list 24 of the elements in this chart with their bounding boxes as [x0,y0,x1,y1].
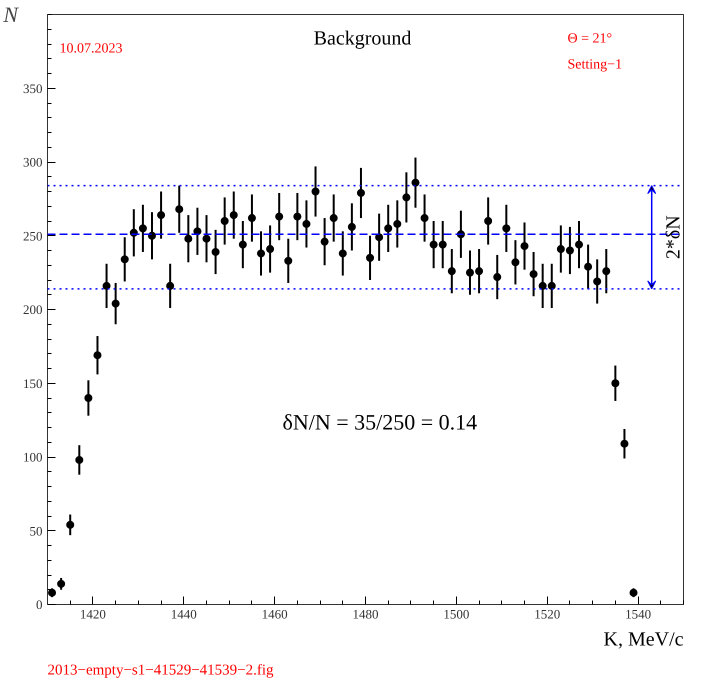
x-tick-label: 1540 [625,606,652,622]
annotation: Setting−1 [568,58,622,72]
x-tick-label: 1520 [534,606,560,622]
y-tick-label: 250 [23,228,42,244]
y-tick-label: 300 [23,154,42,170]
x-tick-label: 1460 [262,606,288,622]
y-tick-label: 200 [23,302,42,317]
y-tick-label: 0 [36,597,42,612]
x-tick-label: 1440 [170,606,197,622]
x-axis-title: K, MeV/c [604,628,684,650]
text: 2013−empty−s1−41529−41539−2.fig [48,662,274,678]
annotation: 2*δN [662,215,685,260]
y-axis-title: N [2,2,20,27]
y-tick-label: 350 [23,80,42,96]
y-tick-label: 50 [30,523,42,538]
x-tick-label: 1500 [443,606,470,622]
text: Background [314,28,412,50]
annotation: δN/N = 35/250 = 0.14 [282,410,478,434]
x-tick-label: 1420 [80,606,106,622]
y-tick-label: 150 [23,376,42,391]
x-tick-label: 1480 [352,606,378,622]
y-tick-label: 100 [23,450,42,464]
annotation: 10.07.2023 [60,42,122,56]
annotation: Θ = 21° [568,32,612,46]
